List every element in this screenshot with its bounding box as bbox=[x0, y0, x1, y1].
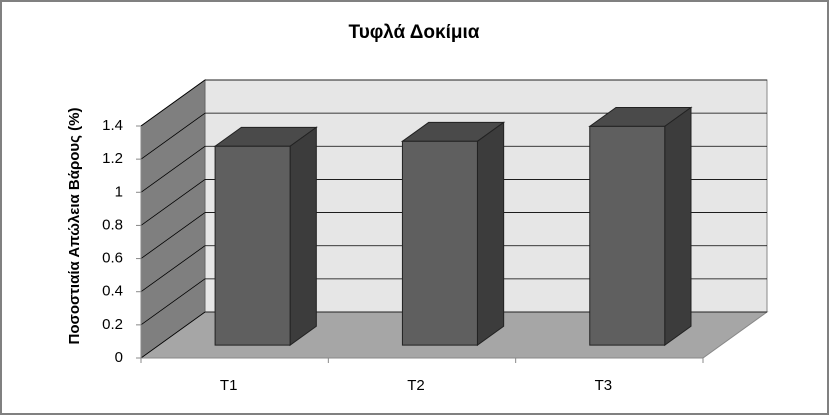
y-tick-label: 0.4 bbox=[102, 283, 123, 300]
x-tick-label: T3 bbox=[595, 377, 613, 394]
x-tick-label: T2 bbox=[407, 377, 425, 394]
grid-line bbox=[140, 79, 206, 127]
bar-side bbox=[664, 106, 692, 347]
y-tick-label: 0 bbox=[115, 349, 123, 366]
y-tick-label: 1.2 bbox=[102, 150, 123, 167]
chart-title: Τυφλά Δοκίμια bbox=[349, 22, 480, 43]
y-tick-label: 0.2 bbox=[102, 316, 123, 333]
bar bbox=[214, 145, 291, 346]
y-tick-label: 1 bbox=[115, 183, 123, 200]
bar bbox=[401, 140, 478, 346]
y-tick-label: 1.4 bbox=[102, 117, 123, 134]
grid-line bbox=[140, 145, 206, 193]
bar bbox=[589, 125, 666, 346]
bar-side bbox=[476, 121, 505, 347]
grid-line bbox=[140, 245, 206, 293]
y-tick-label: 0.6 bbox=[102, 250, 123, 267]
grid-line bbox=[140, 179, 206, 226]
x-tick-label: T1 bbox=[220, 377, 238, 394]
bar-side bbox=[289, 126, 317, 347]
grid-line bbox=[140, 311, 206, 359]
y-tick-label: 0.8 bbox=[102, 216, 123, 233]
grid-line bbox=[140, 278, 206, 326]
y-axis-label: Ποσοστιαία Απώλεια Βάρους (%) bbox=[66, 108, 83, 345]
grid-line bbox=[140, 212, 206, 259]
grid-line bbox=[140, 112, 206, 160]
